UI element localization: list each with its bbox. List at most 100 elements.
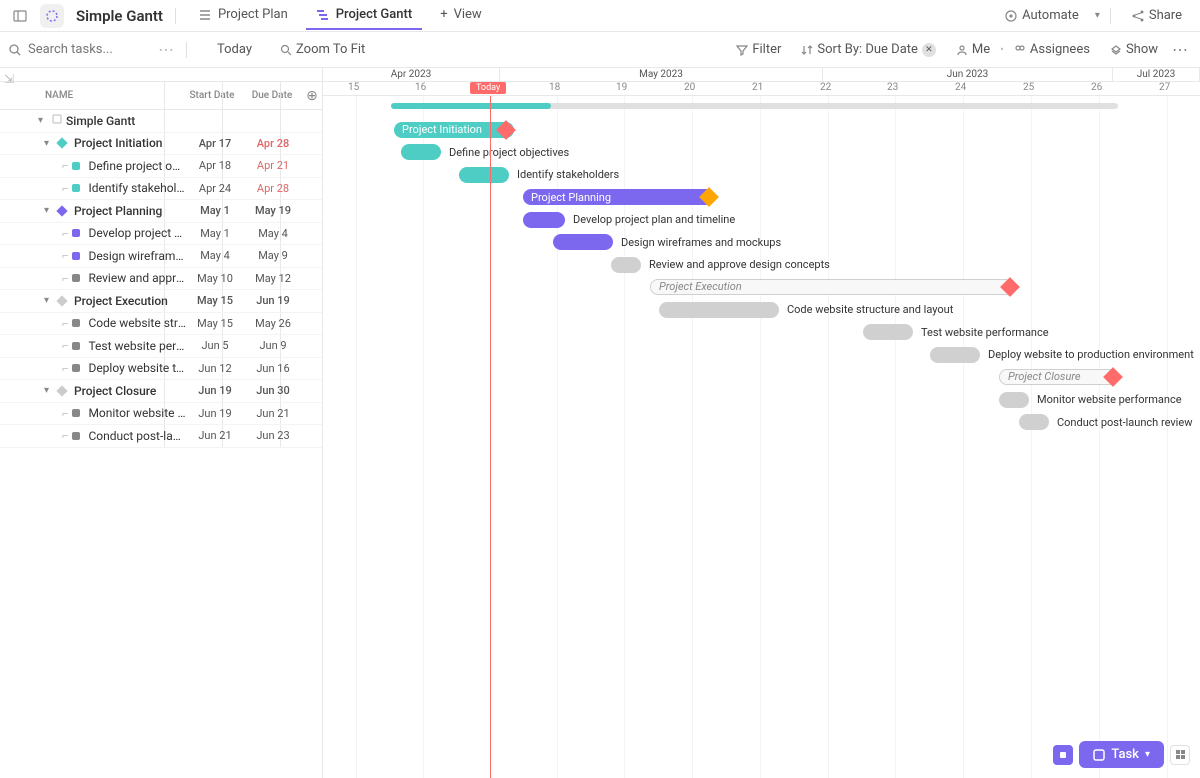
task-row[interactable]: ⌐Define project objectivesApr 18Apr 21: [0, 155, 322, 178]
assignees-button[interactable]: Assignees: [1004, 38, 1100, 61]
task-start-date[interactable]: May 1: [186, 227, 244, 240]
gantt-bar[interactable]: Deploy website to production environment: [930, 347, 980, 363]
task-start-date[interactable]: May 10: [186, 272, 244, 285]
task-row[interactable]: ⌐Develop project plan and timelineMay 1M…: [0, 223, 322, 246]
show-button[interactable]: Show: [1100, 38, 1168, 61]
gantt-chart[interactable]: Apr 2023May 2023Jun 2023Jul 2023 1516171…: [323, 68, 1200, 778]
task-due-date[interactable]: May 26: [244, 317, 302, 330]
share-button[interactable]: Share: [1121, 4, 1192, 27]
task-start-date[interactable]: Jun 19: [186, 384, 244, 397]
gantt-bar-label: Develop project plan and timeline: [573, 213, 735, 226]
gantt-bar[interactable]: Code website structure and layout: [659, 302, 779, 318]
task-due-date[interactable]: Apr 28: [244, 182, 302, 195]
task-due-date[interactable]: Jun 16: [244, 362, 302, 375]
collapse-icon[interactable]: ▾: [44, 385, 49, 396]
task-start-date[interactable]: May 15: [186, 317, 244, 330]
gantt-bar-label: Test website performance: [921, 326, 1049, 339]
tab-project-gantt[interactable]: Project Gantt: [306, 1, 422, 30]
task-start-date[interactable]: May 4: [186, 249, 244, 262]
task-start-date[interactable]: Apr 24: [186, 182, 244, 195]
task-due-date[interactable]: Jun 9: [244, 339, 302, 352]
task-due-date[interactable]: May 9: [244, 249, 302, 262]
task-due-date[interactable]: May 4: [244, 227, 302, 240]
task-start-date[interactable]: May 1: [186, 204, 244, 217]
status-dot-icon: [72, 364, 80, 372]
col-due-header[interactable]: Due Date: [242, 90, 302, 101]
task-due-date[interactable]: Apr 21: [244, 159, 302, 172]
task-due-date[interactable]: Jun 19: [244, 294, 302, 307]
task-due-date[interactable]: May 19: [244, 204, 302, 217]
zoom-to-fit-button[interactable]: Zoom To Fit: [270, 38, 375, 61]
search-input[interactable]: [28, 42, 128, 57]
app-icon[interactable]: [40, 4, 64, 28]
gantt-row: Project Planning: [323, 186, 1200, 209]
gantt-bar[interactable]: Review and approve design concepts: [611, 257, 641, 273]
gantt-group-bar[interactable]: Project Closure: [999, 369, 1117, 385]
gantt-group-bar[interactable]: Project Execution: [650, 279, 1014, 295]
task-name-label: Test website performance: [88, 339, 186, 353]
record-button[interactable]: [1053, 745, 1073, 765]
apps-button[interactable]: [1170, 745, 1190, 765]
chevron-down-icon[interactable]: ▾: [1145, 749, 1150, 760]
task-start-date[interactable]: Jun 21: [186, 429, 244, 442]
task-row[interactable]: ⌐Deploy website to production environmen…: [0, 358, 322, 381]
more-icon[interactable]: ⋯: [158, 40, 174, 59]
add-column-button[interactable]: ⊕: [302, 88, 322, 104]
task-start-date[interactable]: Jun 19: [186, 407, 244, 420]
task-start-date[interactable]: Jun 12: [186, 362, 244, 375]
task-row[interactable]: ⌐Review and approve design conceptsMay 1…: [0, 268, 322, 291]
task-row[interactable]: ⌐Design wireframes and mockupsMay 4May 9: [0, 245, 322, 268]
add-view-button[interactable]: + View: [430, 1, 492, 30]
task-row[interactable]: ▾Project PlanningMay 1May 19: [0, 200, 322, 223]
task-start-date[interactable]: May 15: [186, 294, 244, 307]
new-task-button[interactable]: Task ▾: [1079, 741, 1164, 768]
task-start-date[interactable]: Jun 5: [186, 339, 244, 352]
task-row[interactable]: ⌐Monitor website performanceJun 19Jun 21: [0, 403, 322, 426]
task-row[interactable]: ▾Project ExecutionMay 15Jun 19: [0, 290, 322, 313]
task-start-date[interactable]: Apr 17: [186, 137, 244, 150]
task-due-date[interactable]: May 12: [244, 272, 302, 285]
subtask-icon: ⌐: [62, 317, 68, 330]
today-button[interactable]: Today: [207, 38, 262, 61]
task-due-date[interactable]: Jun 21: [244, 407, 302, 420]
task-row[interactable]: ▾Project ClosureJun 19Jun 30: [0, 380, 322, 403]
gantt-row: Conduct post-launch review: [323, 411, 1200, 434]
gantt-bar-label: Review and approve design concepts: [649, 258, 830, 271]
task-row[interactable]: ⌐Conduct post-launch reviewJun 21Jun 23: [0, 425, 322, 448]
task-due-date[interactable]: Jun 30: [244, 384, 302, 397]
task-row[interactable]: ⌐Identify stakeholdersApr 24Apr 28: [0, 178, 322, 201]
clear-sort-button[interactable]: ✕: [922, 43, 936, 57]
task-row[interactable]: ▾Project InitiationApr 17Apr 28: [0, 133, 322, 156]
collapse-icon[interactable]: ▾: [44, 138, 49, 149]
me-button[interactable]: Me: [946, 38, 1000, 61]
task-due-date[interactable]: Jun 23: [244, 429, 302, 442]
sort-button[interactable]: Sort By: Due Date ✕: [791, 38, 946, 61]
more-options-icon[interactable]: ⋯: [1168, 38, 1192, 62]
col-start-header[interactable]: Start Date: [182, 90, 242, 101]
gantt-bar[interactable]: Test website performance: [863, 324, 913, 340]
task-due-date[interactable]: Apr 28: [244, 137, 302, 150]
sidebar-toggle-icon[interactable]: [8, 4, 32, 28]
gantt-bar[interactable]: Identify stakeholders: [459, 167, 509, 183]
task-row[interactable]: ▾Simple Gantt: [0, 110, 322, 133]
subtask-icon: ⌐: [62, 339, 68, 352]
collapse-icon[interactable]: ▾: [44, 205, 49, 216]
tab-project-plan[interactable]: Project Plan: [188, 1, 298, 30]
col-name-header[interactable]: NAME: [20, 90, 182, 101]
gantt-bar[interactable]: Monitor website performance: [999, 392, 1029, 408]
gantt-bar[interactable]: Define project objectives: [401, 144, 441, 160]
collapse-icon[interactable]: ▾: [44, 295, 49, 306]
chevron-down-icon[interactable]: ▾: [1095, 10, 1100, 21]
gantt-bar[interactable]: Conduct post-launch review: [1019, 414, 1049, 430]
gantt-bar[interactable]: Project Planning: [523, 189, 713, 205]
task-name-label: Identify stakeholders: [88, 181, 186, 195]
task-row[interactable]: ⌐ Test website performanceJun 5Jun 9: [0, 335, 322, 358]
gantt-bar[interactable]: Develop project plan and timeline: [523, 212, 565, 228]
filter-button[interactable]: Filter: [726, 38, 791, 61]
automate-button[interactable]: Automate: [994, 4, 1089, 27]
task-start-date[interactable]: Apr 18: [186, 159, 244, 172]
collapse-icon[interactable]: ▾: [38, 115, 43, 126]
gantt-row: Project Initiation: [323, 119, 1200, 142]
gantt-bar[interactable]: Design wireframes and mockups: [553, 234, 613, 250]
task-row[interactable]: ⌐Code website structure and layoutMay 15…: [0, 313, 322, 336]
